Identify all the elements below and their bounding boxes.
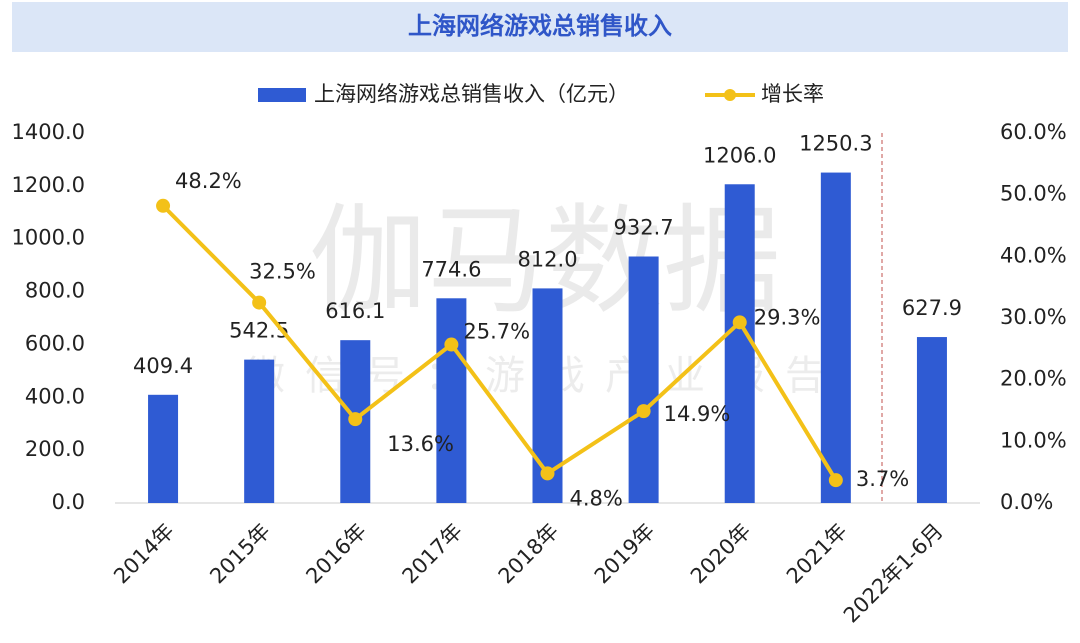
bar-value-label: 1250.3 <box>799 132 872 156</box>
y-tick-label: 1400.0 <box>12 120 85 144</box>
line-point <box>444 337 459 352</box>
bar-value-label: 542.5 <box>229 319 289 343</box>
bar-value-label: 812.0 <box>517 247 577 271</box>
bar-value-label: 1206.0 <box>703 143 776 167</box>
line <box>161 204 838 482</box>
line-value-label: 4.8% <box>570 486 623 510</box>
x-tick-label: 2015年 <box>205 519 275 589</box>
legend-swatch <box>258 88 306 102</box>
y-tick-label: 200.0 <box>25 437 85 461</box>
bar-value-label: 616.1 <box>325 299 385 323</box>
line-point <box>252 295 267 310</box>
bar-value-label: 409.4 <box>133 354 193 378</box>
y2-tick-label: 0.0% <box>1000 490 1053 514</box>
x-tick-label: 2016年 <box>301 519 371 589</box>
y2-tick-label: 40.0% <box>1000 243 1067 267</box>
chart-title: 上海网络游戏总销售收入 <box>408 12 672 40</box>
line-point <box>732 315 747 330</box>
x-tick-label: 2022年1-6月 <box>839 519 948 628</box>
line-value-label: 32.5% <box>249 260 316 284</box>
y-tick-label: 800.0 <box>25 279 85 303</box>
line-point <box>348 412 363 427</box>
line-point <box>156 198 171 213</box>
bar-value-label: 627.9 <box>902 296 962 320</box>
bar-value-label: 774.6 <box>421 257 481 281</box>
legend-label: 增长率 <box>761 82 824 106</box>
line-value-label: 3.7% <box>856 467 909 491</box>
y2-tick-label: 30.0% <box>1000 305 1067 329</box>
x-tick-label: 2017年 <box>398 519 468 589</box>
x-tick-label: 2019年 <box>590 519 660 589</box>
bar-value-label: 932.7 <box>614 216 674 240</box>
x-tick-label: 2014年 <box>109 519 179 589</box>
y-tick-label: 1200.0 <box>12 173 85 197</box>
bar <box>724 184 755 503</box>
bar <box>436 298 467 503</box>
x-tick-label: 2018年 <box>494 519 564 589</box>
x-tick-label: 2021年 <box>782 519 852 589</box>
title-banner <box>12 2 1068 52</box>
y2-tick-label: 50.0% <box>1000 182 1067 206</box>
y-tick-label: 400.0 <box>25 384 85 408</box>
y-tick-label: 1000.0 <box>12 226 85 250</box>
y-tick-label: 0.0 <box>52 490 85 514</box>
x-tick-label: 2020年 <box>686 519 756 589</box>
line-value-label: 13.6% <box>387 432 454 456</box>
legend-label: 上海网络游戏总销售收入（亿元） <box>314 82 629 106</box>
line-value-label: 48.2% <box>175 169 242 193</box>
line-value-label: 14.9% <box>664 402 731 426</box>
bar <box>148 394 179 503</box>
y2-tick-label: 20.0% <box>1000 367 1067 391</box>
bar <box>628 256 659 503</box>
line-value-label: 29.3% <box>754 305 821 329</box>
y2-tick-label: 60.0% <box>1000 120 1067 144</box>
line-point <box>540 466 555 481</box>
line-point <box>828 473 843 488</box>
bar <box>820 172 851 503</box>
y2-tick-label: 10.0% <box>1000 428 1067 452</box>
line-point <box>636 404 651 419</box>
bar <box>244 359 275 503</box>
bar <box>916 337 947 503</box>
line-value-label: 25.7% <box>463 320 530 344</box>
y-tick-label: 600.0 <box>25 331 85 355</box>
legend-swatch <box>724 89 736 101</box>
